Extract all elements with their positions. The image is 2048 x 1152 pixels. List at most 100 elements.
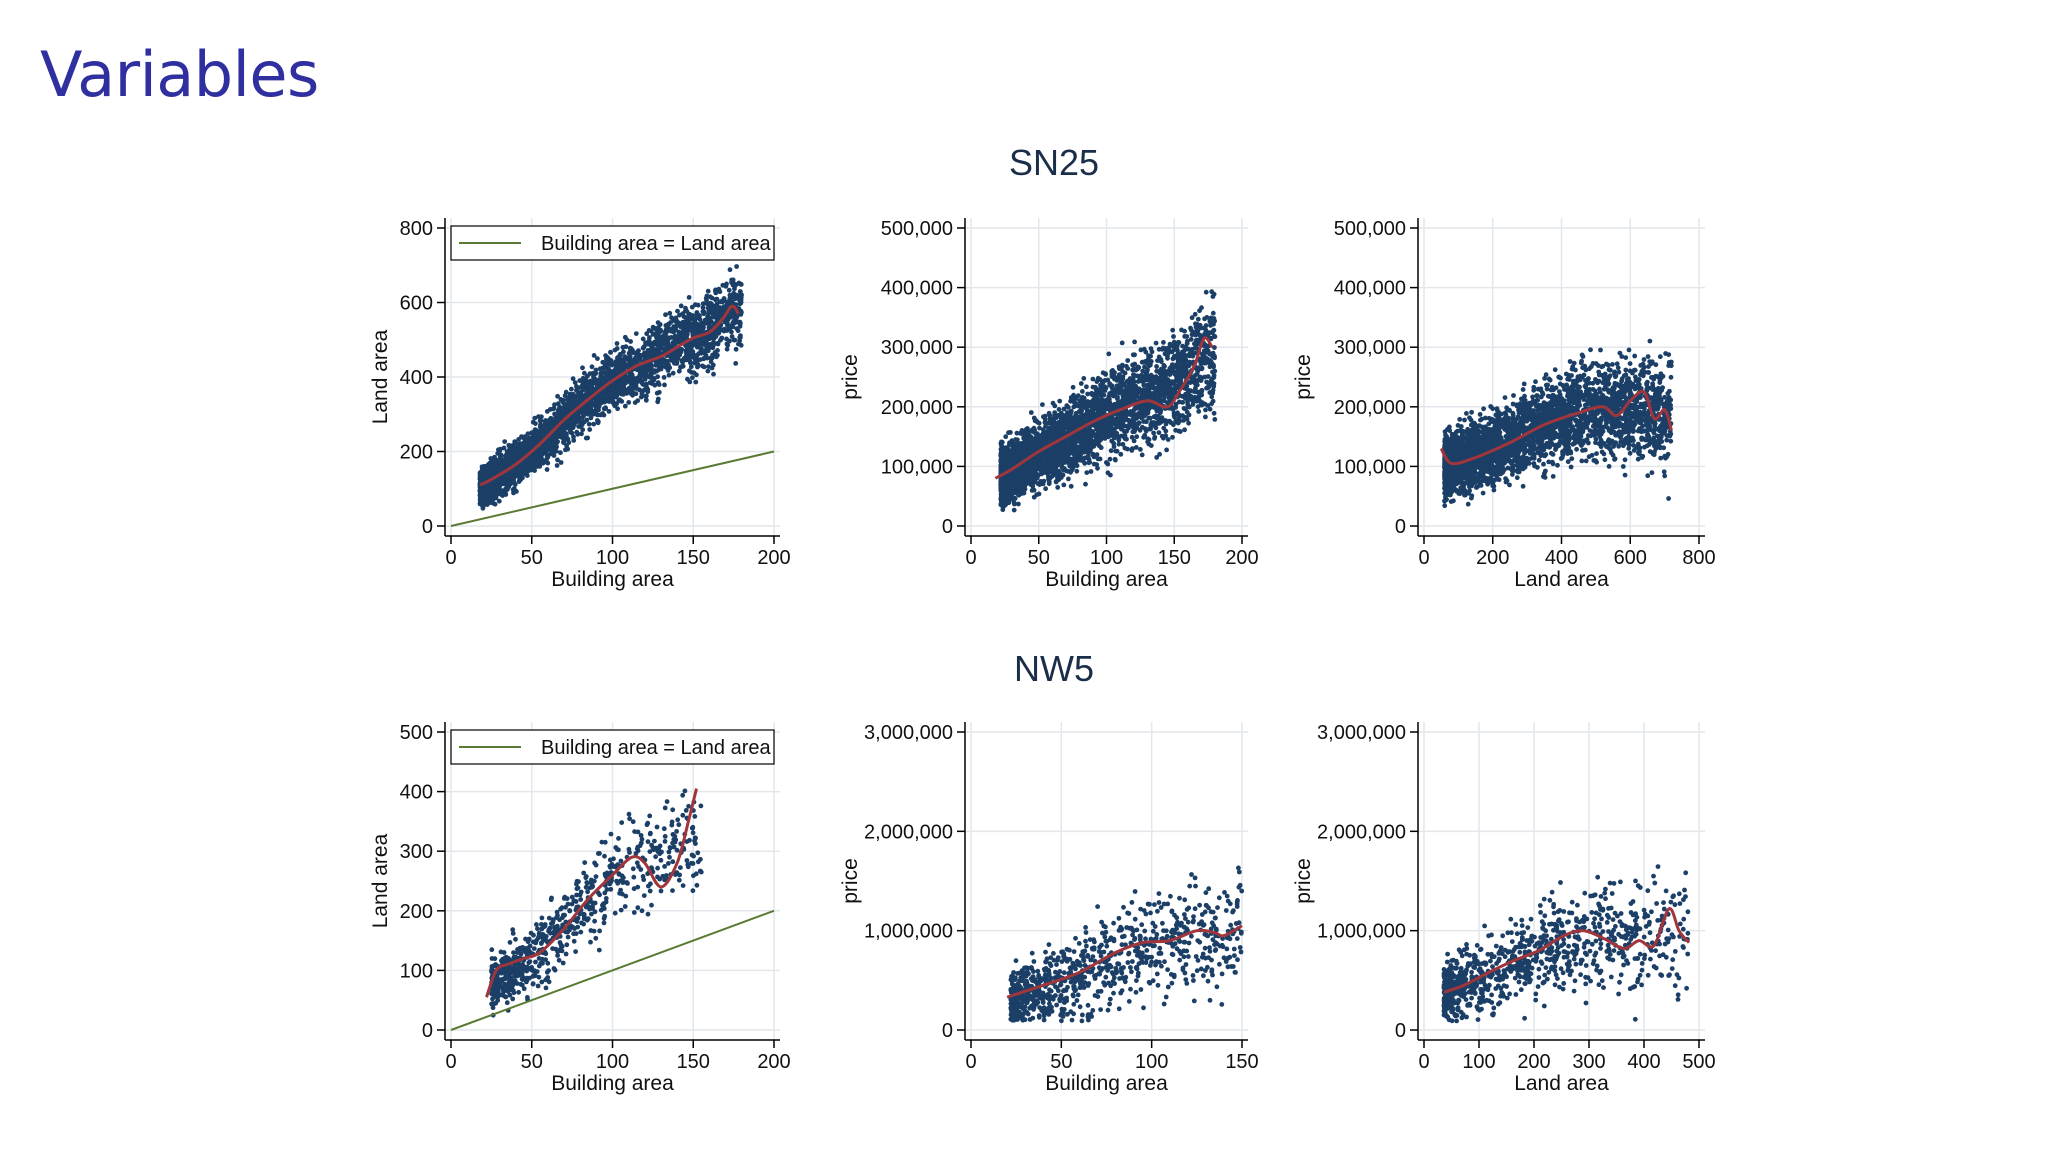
data-point <box>485 471 490 477</box>
data-point <box>724 336 729 342</box>
data-point <box>1056 407 1062 412</box>
x-tick-label: 150 <box>1158 547 1191 569</box>
data-point <box>688 343 694 348</box>
data-point <box>1037 425 1042 431</box>
y-tick-label: 400 <box>400 367 433 389</box>
data-point <box>724 320 730 326</box>
data-point <box>675 308 680 314</box>
data-point <box>672 360 677 366</box>
data-point <box>589 378 595 384</box>
data-point <box>535 434 541 439</box>
data-point <box>701 311 707 317</box>
data-point <box>555 439 560 444</box>
data-point <box>729 277 734 283</box>
data-point <box>571 438 577 443</box>
group-title-nw5: NW5 <box>1014 648 1094 689</box>
x-tick-label: 100 <box>1090 547 1123 569</box>
data-point <box>593 367 599 373</box>
data-point <box>493 479 498 484</box>
data-point <box>1130 352 1136 358</box>
data-point <box>727 267 733 273</box>
data-point <box>722 326 727 332</box>
data-point <box>1186 412 1192 418</box>
data-point <box>635 367 640 373</box>
data-point <box>582 395 588 400</box>
data-point <box>613 394 619 400</box>
data-point <box>503 490 508 496</box>
data-point <box>1088 469 1094 474</box>
data-point <box>685 346 691 352</box>
data-point <box>700 363 705 369</box>
data-point <box>606 399 612 404</box>
data-point <box>705 368 711 374</box>
data-point <box>689 322 695 328</box>
data-point <box>688 364 694 370</box>
data-point <box>645 389 651 395</box>
data-point <box>609 384 615 390</box>
data-point <box>695 343 700 349</box>
data-point <box>640 365 646 371</box>
data-point <box>514 489 519 494</box>
data-point <box>612 347 618 353</box>
data-point <box>587 427 593 432</box>
data-point <box>724 341 730 347</box>
data-point <box>510 446 516 451</box>
data-point <box>711 371 716 377</box>
data-point <box>1132 339 1137 345</box>
data-point <box>617 351 623 357</box>
data-point <box>479 488 484 493</box>
data-point <box>678 324 684 330</box>
y-tick-label: 500,000 <box>881 218 953 240</box>
data-point <box>584 408 590 414</box>
group-title-sn25: SN25 <box>1008 142 1100 183</box>
data-point <box>655 349 661 355</box>
data-point <box>665 368 671 373</box>
data-point <box>727 296 733 302</box>
data-point <box>558 450 563 456</box>
data-point <box>1197 322 1203 328</box>
data-point <box>588 415 594 421</box>
data-point <box>619 399 625 404</box>
data-point <box>662 382 667 388</box>
data-point <box>582 370 587 376</box>
data-point <box>495 451 501 456</box>
data-point <box>726 326 731 331</box>
fit-line <box>479 304 740 487</box>
data-point <box>571 434 576 440</box>
data-point <box>615 355 621 361</box>
data-point <box>559 431 565 436</box>
data-point <box>1138 447 1143 452</box>
data-point <box>580 380 586 386</box>
data-point <box>490 498 495 503</box>
data-point <box>589 383 594 389</box>
data-point <box>506 453 511 458</box>
legend-label: Building area = Land area <box>541 233 771 255</box>
data-point <box>544 467 550 472</box>
data-point <box>586 421 592 427</box>
data-point <box>627 345 633 351</box>
data-point <box>568 425 574 431</box>
data-point <box>623 380 628 386</box>
data-point <box>713 304 719 310</box>
legend: Building area = Land area <box>450 225 775 261</box>
data-point <box>716 315 722 320</box>
data-point <box>653 362 659 368</box>
data-point <box>545 439 551 445</box>
data-point <box>580 365 585 371</box>
data-point <box>1196 393 1202 399</box>
data-point <box>601 406 607 412</box>
data-point <box>611 401 617 407</box>
data-point <box>705 305 711 311</box>
data-point <box>533 421 538 426</box>
data-point <box>655 330 660 335</box>
data-point <box>537 462 543 468</box>
data-point <box>591 388 596 394</box>
data-point <box>532 468 537 473</box>
data-point <box>569 421 575 427</box>
x-axis-label: Building area <box>551 568 674 591</box>
data-point <box>704 293 710 299</box>
data-point <box>1186 420 1191 426</box>
data-point <box>685 331 690 337</box>
data-point <box>593 377 598 382</box>
y-tick-label: 200 <box>400 442 433 464</box>
